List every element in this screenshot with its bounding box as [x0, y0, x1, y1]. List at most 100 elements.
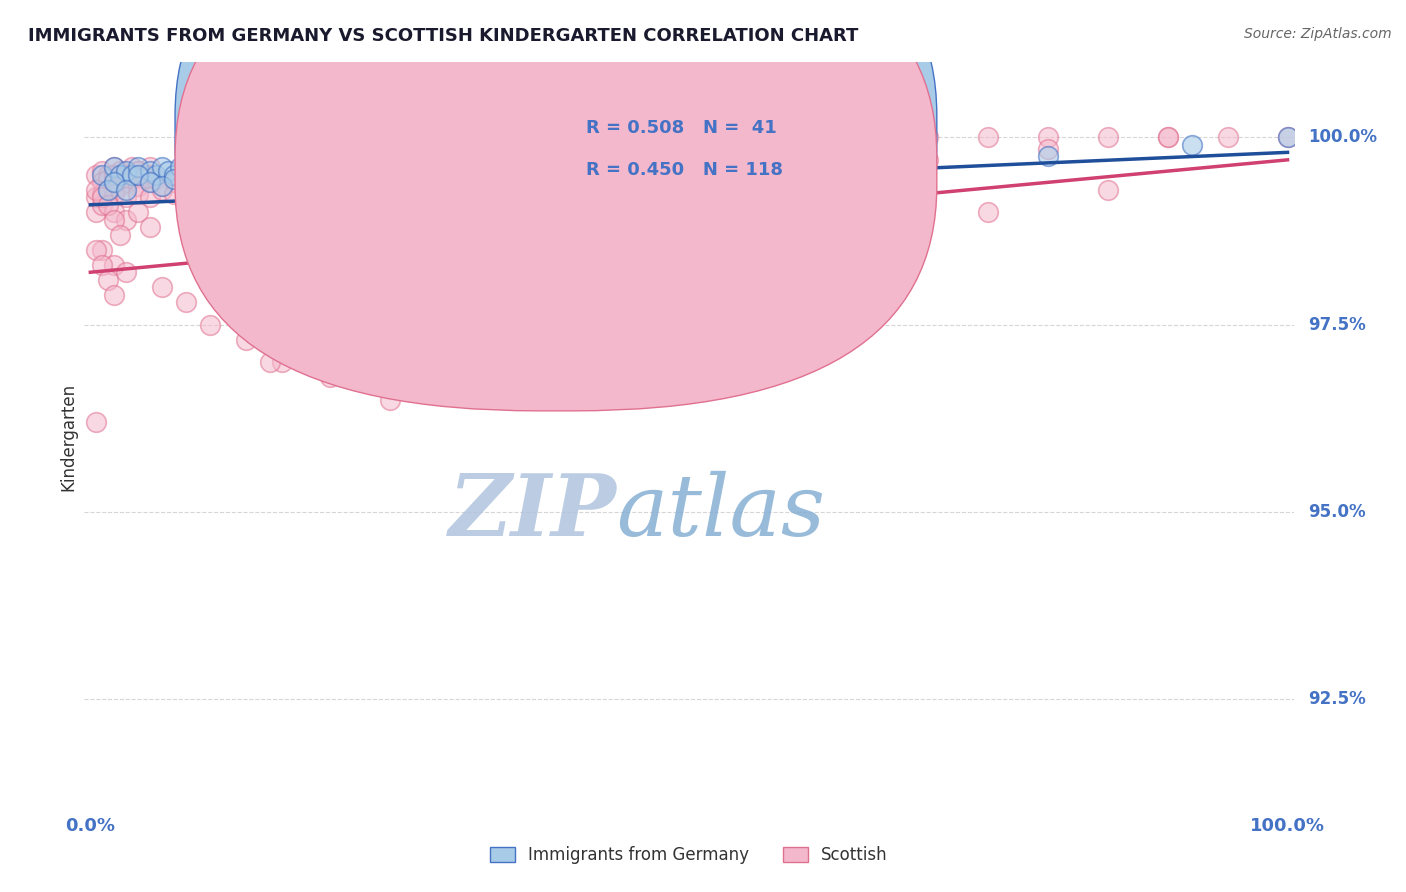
Point: [163, 171, 186, 186]
Point: [343, 175, 366, 189]
Point: [134, 171, 156, 186]
Point: [110, 227, 132, 242]
Text: IMMIGRANTS FROM GERMANY VS SCOTTISH KINDERGARTEN CORRELATION CHART: IMMIGRANTS FROM GERMANY VS SCOTTISH KIND…: [28, 27, 859, 45]
Point: [678, 153, 700, 167]
Point: [145, 171, 167, 186]
Point: [1036, 130, 1059, 145]
Text: Source: ZipAtlas.com: Source: ZipAtlas.com: [1244, 27, 1392, 41]
Point: [174, 190, 197, 204]
Point: [797, 137, 820, 152]
Point: [115, 183, 138, 197]
Text: 100.0%: 100.0%: [1308, 128, 1376, 146]
Point: [319, 250, 342, 264]
Point: [86, 168, 108, 182]
Point: [134, 168, 156, 182]
Point: [115, 168, 138, 182]
Point: [127, 164, 149, 178]
Point: [150, 179, 173, 194]
Point: [139, 161, 162, 175]
Text: atlas: atlas: [616, 471, 825, 553]
Point: [163, 186, 186, 201]
Text: R = 0.508   N =  41: R = 0.508 N = 41: [586, 120, 778, 137]
Point: [198, 318, 221, 332]
Point: [86, 415, 108, 429]
Point: [127, 161, 149, 175]
Point: [415, 179, 437, 194]
Point: [103, 168, 125, 182]
Point: [103, 186, 125, 201]
Point: [115, 164, 138, 178]
FancyBboxPatch shape: [176, 0, 936, 411]
Point: [121, 168, 143, 182]
Point: [1181, 137, 1204, 152]
Point: [169, 161, 191, 175]
Point: [187, 183, 209, 197]
Point: [121, 171, 143, 186]
Point: [97, 171, 120, 186]
Point: [150, 280, 173, 294]
Point: [103, 258, 125, 272]
Point: [103, 161, 125, 175]
Point: [1157, 130, 1180, 145]
Point: [977, 130, 1000, 145]
Point: [139, 175, 162, 189]
Point: [103, 205, 125, 219]
Point: [259, 220, 281, 235]
Point: [1277, 130, 1299, 145]
Point: [498, 168, 520, 182]
Point: [1097, 183, 1119, 197]
Point: [91, 168, 114, 182]
Point: [378, 325, 401, 339]
Point: [295, 183, 318, 197]
Point: [270, 202, 292, 216]
Point: [174, 179, 197, 194]
Point: [103, 175, 125, 189]
Point: [86, 183, 108, 197]
Point: [110, 171, 132, 186]
Point: [858, 134, 880, 148]
Text: 95.0%: 95.0%: [1308, 503, 1365, 521]
Point: [319, 370, 342, 384]
Point: [858, 153, 880, 167]
Point: [198, 194, 221, 208]
Point: [198, 186, 221, 201]
Point: [917, 130, 939, 145]
Point: [617, 161, 640, 175]
Point: [977, 205, 1000, 219]
Point: [127, 205, 149, 219]
Point: [127, 186, 149, 201]
Point: [378, 392, 401, 407]
Point: [558, 168, 581, 182]
Point: [150, 183, 173, 197]
Point: [1157, 130, 1180, 145]
Point: [235, 183, 257, 197]
Point: [678, 183, 700, 197]
Point: [103, 161, 125, 175]
Text: ZIP: ZIP: [449, 470, 616, 554]
Point: [181, 168, 204, 182]
Point: [139, 168, 162, 182]
Point: [246, 175, 269, 189]
Point: [91, 243, 114, 257]
Point: [110, 168, 132, 182]
Point: [415, 190, 437, 204]
Point: [103, 287, 125, 301]
Point: [163, 168, 186, 182]
Point: [439, 227, 461, 242]
Point: [498, 175, 520, 189]
Point: [259, 355, 281, 369]
Point: [270, 355, 292, 369]
Point: [97, 183, 120, 197]
Point: [115, 168, 138, 182]
Point: [463, 179, 485, 194]
Point: [91, 175, 114, 189]
Point: [534, 171, 557, 186]
Point: [738, 145, 761, 160]
Point: [738, 250, 761, 264]
Point: [1036, 142, 1059, 156]
Point: [103, 183, 125, 197]
Text: 92.5%: 92.5%: [1308, 690, 1365, 708]
Legend: Immigrants from Germany, Scottish: Immigrants from Germany, Scottish: [484, 839, 894, 871]
Point: [91, 164, 114, 178]
Point: [86, 190, 108, 204]
